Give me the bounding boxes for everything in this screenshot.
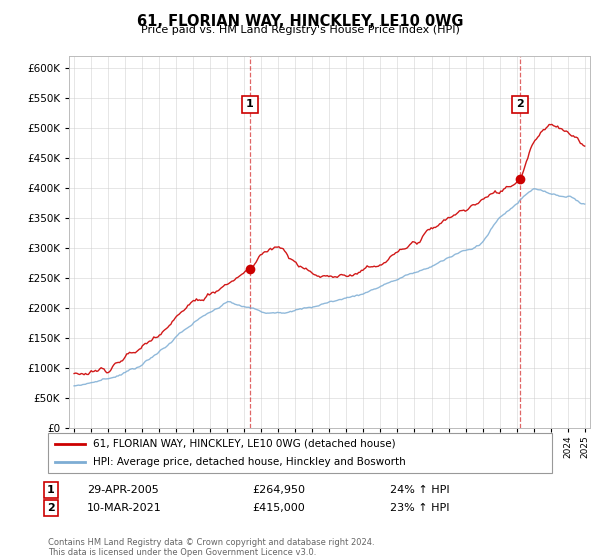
Text: Price paid vs. HM Land Registry's House Price Index (HPI): Price paid vs. HM Land Registry's House … [140,25,460,35]
Text: 24% ↑ HPI: 24% ↑ HPI [390,485,449,495]
Text: Contains HM Land Registry data © Crown copyright and database right 2024.
This d: Contains HM Land Registry data © Crown c… [48,538,374,557]
Text: 29-APR-2005: 29-APR-2005 [87,485,159,495]
Text: £415,000: £415,000 [252,503,305,513]
Text: 61, FLORIAN WAY, HINCKLEY, LE10 0WG: 61, FLORIAN WAY, HINCKLEY, LE10 0WG [137,14,463,29]
Text: 61, FLORIAN WAY, HINCKLEY, LE10 0WG (detached house): 61, FLORIAN WAY, HINCKLEY, LE10 0WG (det… [93,439,395,449]
Text: 2: 2 [516,100,524,109]
Text: 10-MAR-2021: 10-MAR-2021 [87,503,162,513]
Text: 1: 1 [246,100,254,109]
Text: 1: 1 [47,485,55,495]
Text: 23% ↑ HPI: 23% ↑ HPI [390,503,449,513]
Text: 2: 2 [47,503,55,513]
Text: HPI: Average price, detached house, Hinckley and Bosworth: HPI: Average price, detached house, Hinc… [93,458,406,467]
Text: £264,950: £264,950 [252,485,305,495]
